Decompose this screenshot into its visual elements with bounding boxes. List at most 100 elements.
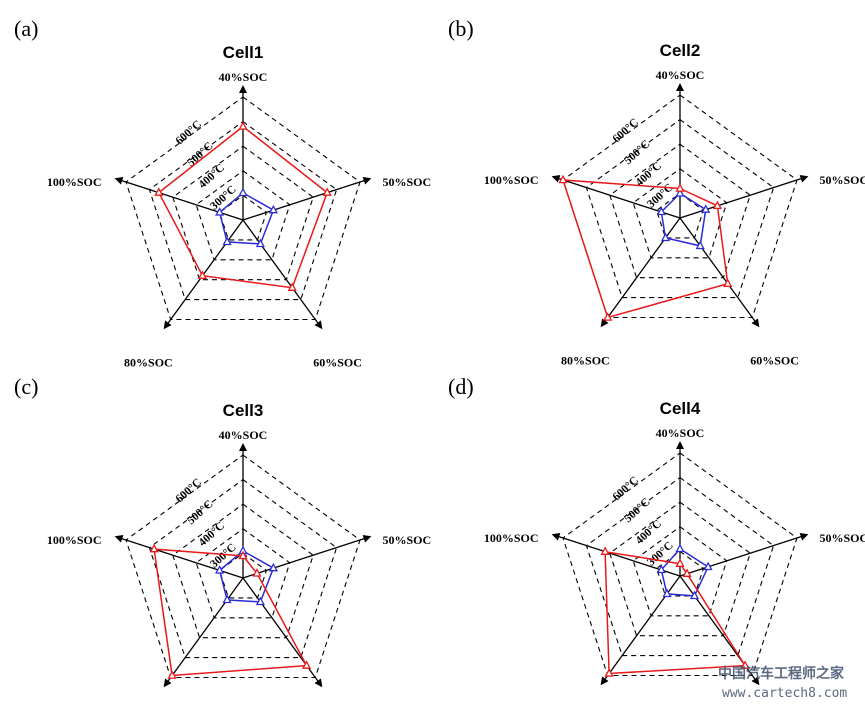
series-marker: [268, 562, 278, 572]
series-marker: [675, 558, 685, 567]
series-marker: [712, 200, 722, 210]
axis-label: 40%SOC: [656, 68, 705, 82]
radar-panel-4: (d)Cell440%SOC50%SOC60%SOC80%SOC100%SOC3…: [448, 374, 865, 686]
axis-line: [600, 217, 681, 328]
series-marker: [215, 565, 225, 574]
series-marker: [167, 670, 177, 679]
panel-letter: (c): [14, 374, 38, 399]
series-marker: [656, 206, 666, 216]
series-marker: [215, 207, 225, 216]
series-marker: [603, 312, 613, 321]
grid-ring: [195, 528, 291, 619]
ring-tick-label: 500°C: [622, 496, 652, 525]
series-marker: [723, 278, 733, 287]
ring-tick-label: 500°C: [622, 138, 652, 167]
axis-label: 40%SOC: [219, 428, 268, 442]
radar-panels: (a) Cell1 40%SOC 50%SOC 60%SOC 80%SOC 100%SOC 3…: [14, 16, 865, 688]
axis-line: [679, 174, 809, 219]
panel-letter: (d): [448, 374, 474, 399]
series-line: [218, 191, 275, 245]
grid-ring: [609, 143, 751, 279]
grid-ring: [609, 501, 751, 637]
series-line: [153, 548, 308, 677]
watermark-url: www.cartech8.com: [722, 686, 847, 701]
series-line: [660, 547, 710, 597]
panel-title: Cell1: [223, 43, 264, 62]
ring-tick-label: 600°C: [611, 474, 641, 503]
panel-letter: (b): [448, 16, 474, 41]
series-marker: [238, 187, 248, 197]
series-marker: [701, 204, 711, 213]
series-marker: [660, 232, 671, 242]
ring-tick-label: 600°C: [174, 476, 204, 505]
series-marker: [238, 121, 248, 130]
series-marker: [255, 596, 265, 606]
panel-title: Cell3: [223, 401, 264, 420]
series-line: [157, 125, 329, 289]
watermark: 中国汽车工程师之家 www.cartech8.com: [718, 665, 847, 701]
axis-label: 80%SOC: [561, 354, 610, 368]
series-line: [561, 179, 729, 319]
axis-line: [242, 534, 372, 579]
series-marker: [656, 564, 666, 574]
series-marker: [222, 236, 232, 246]
series-marker: [703, 561, 713, 571]
axis-label: 80%SOC: [124, 356, 173, 370]
series-marker: [154, 187, 164, 196]
radar-panel-3: (c)Cell340%SOC50%SOC60%SOC80%SOC100%SOC3…: [14, 374, 432, 688]
series-marker: [149, 543, 159, 553]
grid-ring: [148, 120, 338, 301]
series-marker: [255, 238, 265, 248]
series-marker: [287, 282, 297, 291]
grid-ring: [172, 145, 314, 281]
ring-tick-label: 600°C: [611, 116, 641, 145]
series-marker: [600, 546, 610, 555]
axis-line: [163, 577, 244, 688]
ring-tick-label: 600°C: [174, 118, 204, 147]
axis-line: [242, 176, 372, 221]
axis-label: 60%SOC: [313, 356, 362, 370]
panel-title: Cell2: [660, 41, 701, 60]
ring-tick-label: 500°C: [185, 140, 215, 169]
grid-ring: [148, 478, 338, 659]
axis-line: [679, 532, 809, 577]
axis-label: 50%SOC: [383, 533, 432, 547]
series-marker: [689, 590, 700, 600]
axis-line: [242, 219, 323, 330]
series-marker: [675, 543, 685, 553]
grid-ring: [632, 168, 728, 259]
ring-tick-label: 300°C: [645, 540, 675, 569]
grid-ring: [195, 170, 291, 261]
axis-label: 100%SOC: [484, 173, 539, 187]
series-marker: [302, 660, 312, 669]
panel-letter: (a): [14, 16, 38, 41]
grid-ring: [562, 452, 798, 677]
axis-label: 50%SOC: [820, 173, 865, 187]
radar-panel-1: (a)Cell140%SOC50%SOC60%SOC80%SOC100%SOC3…: [14, 16, 431, 370]
axis-label: 60%SOC: [750, 354, 799, 368]
grid-ring: [632, 526, 728, 617]
series-marker: [222, 594, 232, 604]
series-marker: [662, 588, 672, 598]
series-marker: [604, 668, 614, 677]
grid-ring: [125, 96, 361, 321]
series-marker: [238, 550, 248, 560]
grid-ring: [655, 550, 705, 597]
grid-ring: [125, 454, 361, 679]
grid-ring: [585, 476, 775, 657]
series-marker: [322, 187, 332, 196]
series-marker: [740, 660, 750, 669]
series-marker: [682, 568, 692, 577]
series-marker: [675, 188, 685, 197]
axis-label: 40%SOC: [656, 426, 705, 440]
grid-ring: [655, 192, 705, 239]
watermark-title: 中国汽车工程师之家: [718, 665, 845, 682]
series-marker: [675, 183, 685, 192]
ring-tick-label: 500°C: [185, 498, 215, 527]
axis-label: 40%SOC: [219, 70, 268, 84]
series-marker: [558, 174, 568, 184]
grid-ring: [172, 503, 314, 639]
series-line: [660, 192, 707, 247]
axis-label: 100%SOC: [484, 531, 539, 545]
